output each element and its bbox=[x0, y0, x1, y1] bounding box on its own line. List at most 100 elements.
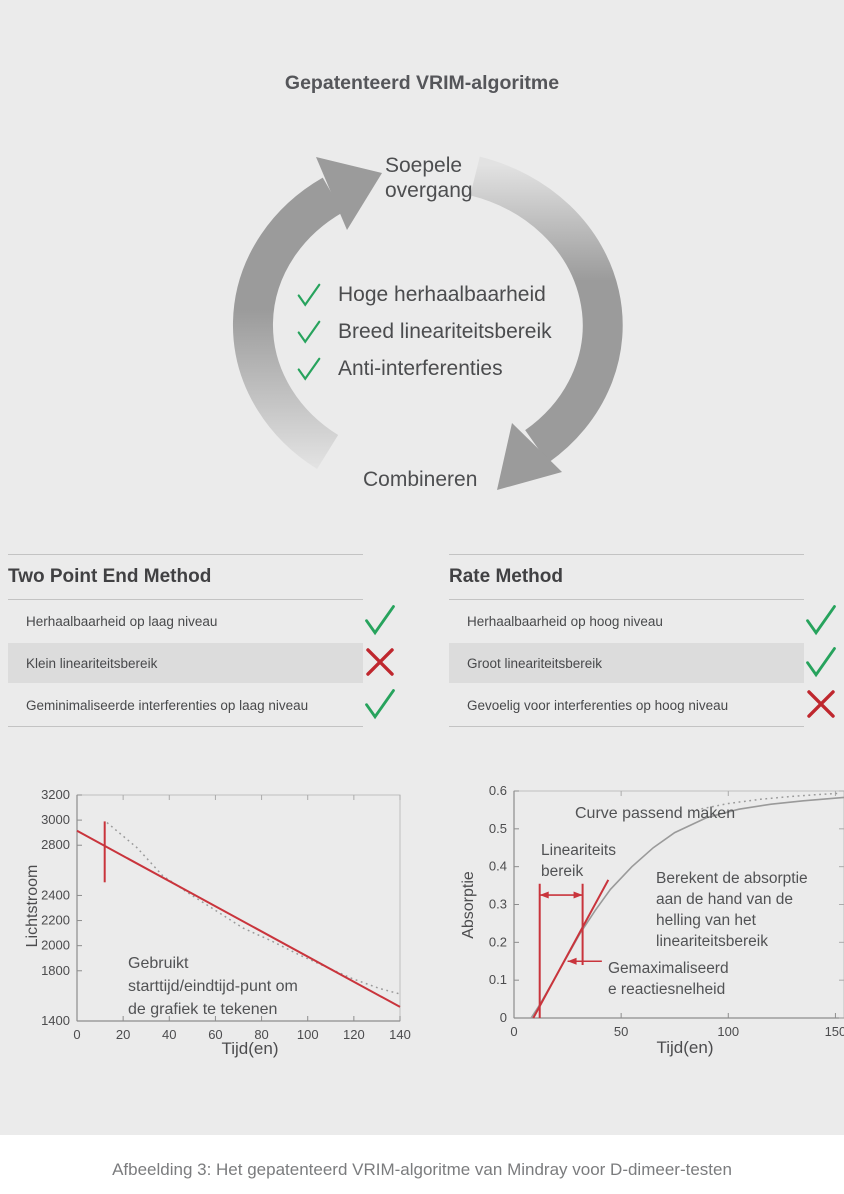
divider bbox=[449, 554, 804, 555]
x-tick-label: 120 bbox=[343, 1027, 365, 1042]
figure-caption: Afbeelding 3: Het gepatenteerd VRIM-algo… bbox=[112, 1160, 732, 1179]
x-tick-label: 140 bbox=[389, 1027, 411, 1042]
check-icon bbox=[365, 605, 395, 636]
row-shade bbox=[8, 643, 363, 683]
y-tick-label: 3000 bbox=[41, 812, 70, 827]
linearity-range-annotation: Lineariteits bereik bbox=[541, 842, 616, 880]
table-row: Geminimaliseerde interferenties op laag … bbox=[8, 684, 398, 726]
chart1-annotation: Gebruikt starttijd/eindtijd-punt om de g… bbox=[128, 955, 298, 1018]
y-tick-label: 0.5 bbox=[489, 821, 507, 836]
check-icon bbox=[297, 320, 321, 344]
divider bbox=[8, 726, 363, 727]
cycle-item-label: Breed lineariteitsbereik bbox=[338, 319, 552, 343]
cycle-arrowhead-top-icon bbox=[316, 157, 382, 230]
cycle-item: Anti-interferenties bbox=[296, 350, 552, 387]
page-title: Gepatenteerd VRIM-algoritme bbox=[284, 72, 560, 94]
cycle-top-label: Soepele overgang bbox=[385, 154, 473, 202]
bereik-arrow-head-icon bbox=[539, 891, 549, 899]
cycle-item: Hoge herhaalbaarheid bbox=[296, 276, 552, 313]
x-tick-label: 40 bbox=[162, 1027, 176, 1042]
cycle-item-label: Anti-interferenties bbox=[338, 356, 503, 380]
y-tick-label: 3200 bbox=[41, 787, 70, 802]
table-row-label: Gevoelig voor interferenties op hoog niv… bbox=[467, 697, 729, 713]
gray-panel bbox=[0, 0, 844, 1135]
table-row-label: Geminimaliseerde interferenties op laag … bbox=[26, 697, 309, 713]
table-row-mark bbox=[362, 603, 398, 642]
y-axis-label: Absorptie bbox=[460, 871, 477, 939]
cycle-arrows bbox=[232, 156, 623, 490]
divider bbox=[449, 599, 804, 600]
cycle-item: Breed lineariteitsbereik bbox=[296, 313, 552, 350]
chart-rate-method: Absorptie Tijd(en) 0 50 100 150 0 0.1 0.2 0.3 0.… bbox=[460, 783, 844, 1057]
y-tick-label: 1400 bbox=[41, 1013, 70, 1028]
cycle-item-label: Hoge herhaalbaarheid bbox=[338, 282, 546, 306]
cycle-arc-right-icon bbox=[469, 156, 623, 463]
table-row: Herhaalbaarheid op laag niveau bbox=[8, 600, 398, 642]
y-tick-label: 0.3 bbox=[489, 897, 507, 912]
x-axis-label: Tijd(en) bbox=[657, 1038, 714, 1057]
table-title: Rate Method bbox=[449, 566, 563, 587]
table-row: Klein lineariteitsbereik bbox=[8, 642, 398, 684]
table-body: Herhaalbaarheid op hoog niveau Groot line… bbox=[449, 600, 839, 726]
table-row-label: Klein lineariteitsbereik bbox=[26, 655, 158, 671]
table-row: Gevoelig voor interferenties op hoog niv… bbox=[449, 684, 839, 726]
snelheid-arrow-head-icon bbox=[567, 957, 577, 965]
cycle-bottom-label: Combineren bbox=[363, 468, 478, 491]
table-row-label: Herhaalbaarheid op hoog niveau bbox=[467, 613, 663, 629]
y-tick-label: 1800 bbox=[41, 963, 70, 978]
y-tick-label: 2000 bbox=[41, 938, 70, 953]
x-tick-label: 20 bbox=[116, 1027, 130, 1042]
check-icon bbox=[365, 689, 395, 720]
cycle-arrowhead-bottom-icon bbox=[497, 423, 562, 490]
x-tick-label: 100 bbox=[717, 1024, 739, 1039]
divider bbox=[8, 554, 363, 555]
series-gefitte-curve bbox=[695, 792, 840, 811]
x-tick-label: 100 bbox=[297, 1027, 319, 1042]
chart-two-point-method: Lichtstroom Tijd(en) 0 20 40 60 80 100 120 140 3… bbox=[24, 787, 411, 1058]
curve-fit-annotation: Curve passend maken bbox=[575, 805, 736, 822]
cycle-arc-left-icon bbox=[232, 177, 343, 469]
table-row-mark bbox=[803, 645, 839, 684]
slope-calc-annotation: Berekent de absorptie aan de hand van de… bbox=[656, 870, 808, 950]
row-shade bbox=[449, 643, 804, 683]
y-tick-label: 0 bbox=[500, 1010, 507, 1025]
y-tick-label: 0.2 bbox=[489, 934, 507, 949]
series-gemeten-curve bbox=[106, 822, 401, 995]
y-tick-label: 2400 bbox=[41, 887, 70, 902]
table-row-label: Herhaalbaarheid op laag niveau bbox=[26, 613, 218, 629]
table-row: Herhaalbaarheid op hoog niveau bbox=[449, 600, 839, 642]
x-tick-label: 0 bbox=[73, 1027, 80, 1042]
y-tick-label: 0.1 bbox=[489, 972, 507, 987]
method-table-two-point: Two Point End Method Herhaalbaarheid op … bbox=[8, 554, 398, 727]
table-row-mark bbox=[362, 645, 398, 684]
y-axis-label: Lichtstroom bbox=[24, 865, 41, 948]
x-tick-label: 50 bbox=[614, 1024, 628, 1039]
table-row-label: Groot lineariteitsbereik bbox=[467, 655, 603, 671]
check-icon bbox=[806, 647, 836, 678]
divider bbox=[8, 599, 363, 600]
series-helling-lijn bbox=[532, 879, 610, 1019]
table-row-mark bbox=[803, 603, 839, 642]
y-tick-label: 2200 bbox=[41, 913, 70, 928]
y-tick-label: 0.6 bbox=[489, 783, 507, 798]
y-tick-label: 0.4 bbox=[489, 859, 507, 874]
y-tick-label: 2800 bbox=[41, 837, 70, 852]
check-icon bbox=[297, 357, 321, 381]
bereik-arrow-head-icon bbox=[573, 891, 583, 899]
x-tick-label: 150 bbox=[825, 1024, 844, 1039]
cross-icon bbox=[807, 690, 835, 718]
cycle-checklist: Hoge herhaalbaarheid Breed lineariteitsbe… bbox=[296, 276, 552, 387]
method-table-rate: Rate Method Herhaalbaarheid op hoog nive… bbox=[449, 554, 839, 727]
x-tick-label: 60 bbox=[208, 1027, 222, 1042]
cross-icon bbox=[366, 648, 394, 676]
max-rate-annotation: Gemaximaliseerd e reactiesnelheid bbox=[608, 960, 729, 998]
x-axis-label: Tijd(en) bbox=[222, 1039, 279, 1058]
check-icon bbox=[297, 283, 321, 307]
series-twee-punts-lijn bbox=[76, 829, 401, 1008]
x-tick-label: 80 bbox=[254, 1027, 268, 1042]
table-body: Herhaalbaarheid op laag niveau Klein line… bbox=[8, 600, 398, 726]
divider bbox=[449, 726, 804, 727]
x-tick-label: 0 bbox=[510, 1024, 517, 1039]
table-title: Two Point End Method bbox=[8, 566, 212, 587]
